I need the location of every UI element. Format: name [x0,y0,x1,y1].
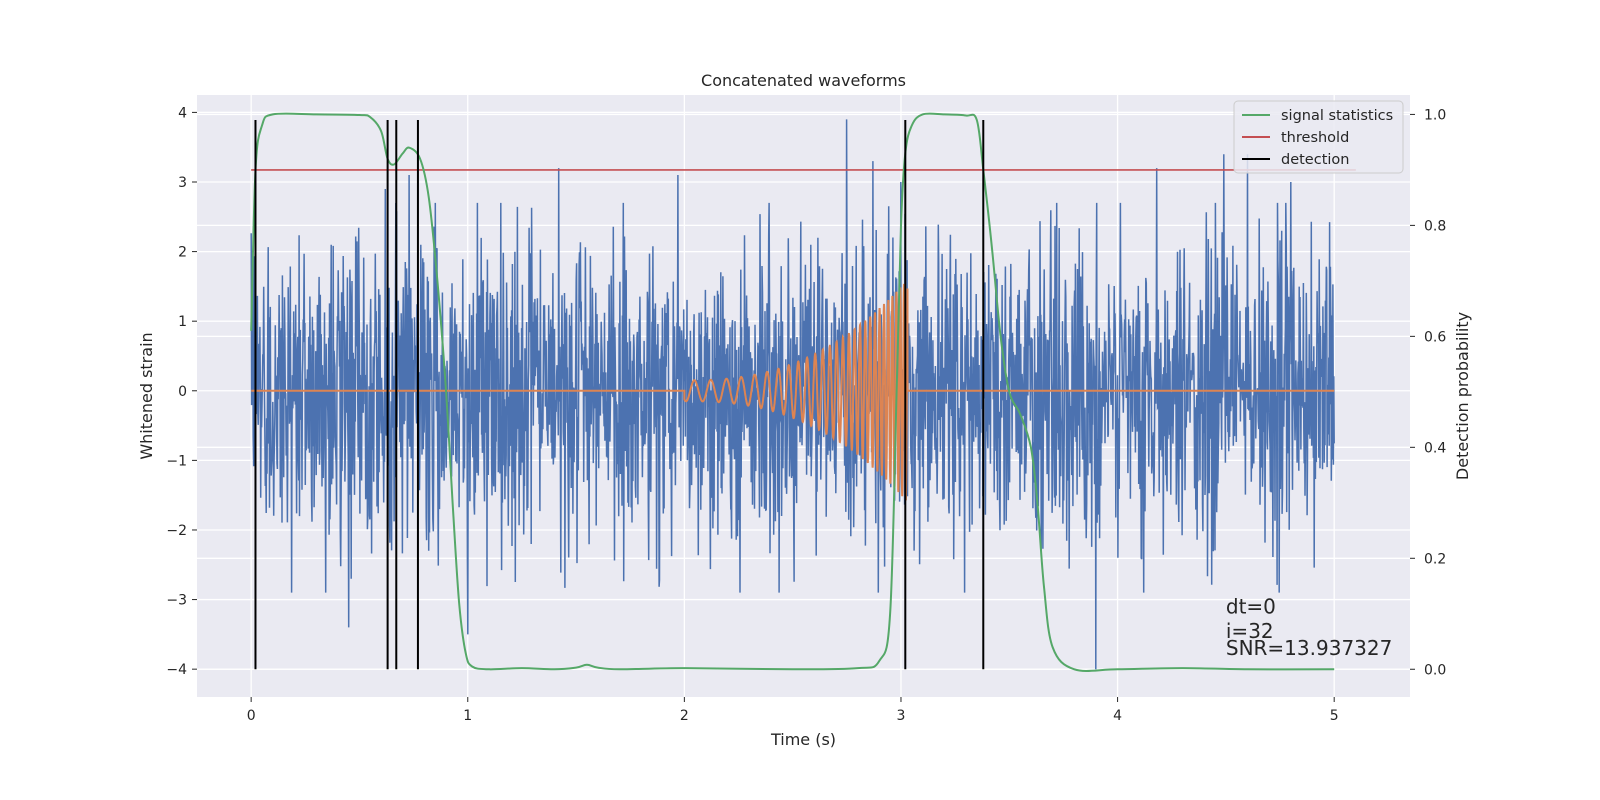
y-tick-label: 3 [178,175,187,191]
y-right-tick-label: 0.4 [1424,440,1446,456]
y-axis-right-label: Detection probability [1453,312,1472,480]
y-right-tick-label: 0.6 [1424,329,1446,345]
x-tick-label: 2 [680,708,689,724]
y-right-tick-label: 0.2 [1424,551,1446,567]
y-tick-label: −2 [166,523,187,539]
y-right-tick-label: 0.8 [1424,218,1446,234]
chart-title: Concatenated waveforms [701,71,906,90]
y-tick-label: 4 [178,105,187,121]
legend-label-threshold: threshold [1281,130,1349,146]
y-tick-label: 2 [178,245,187,261]
y-tick-label: −3 [166,593,187,609]
x-axis-label: Time (s) [770,730,836,749]
annotations: dt=0 i=32 SNR=13.937327 [1226,594,1392,660]
y-right-tick-label: 1.0 [1424,107,1446,123]
y-tick-label: 1 [178,314,187,330]
annotation-dt: dt=0 [1226,594,1276,618]
y-right-tick-label: 0.0 [1424,662,1446,678]
axis-ticks: 0 1 2 3 4 5 −4 −3 −2 −1 0 1 2 3 4 0.0 0.2 0.4 0.6 0.8 1.0 [166,105,1446,724]
strain-series-line [250,119,1335,670]
annotation-snr: SNR=13.937327 [1226,636,1392,660]
y-tick-label: 0 [178,384,187,400]
legend-label-signal-statistics: signal statistics [1281,108,1393,124]
x-tick-label: 1 [463,708,472,724]
x-tick-label: 5 [1330,708,1339,724]
annotation-i: i=32 [1226,619,1274,643]
x-tick-label: 0 [247,708,256,724]
plot-layers [250,112,1356,672]
legend: signal statistics threshold detection [1233,100,1404,174]
signal-statistics-line [250,112,1335,672]
legend-label-detection: detection [1281,152,1349,168]
y-tick-label: −1 [166,453,187,469]
y-axis-label: Whitened strain [137,332,156,459]
y-tick-label: −4 [166,662,187,678]
plot-content [250,112,1356,672]
template-series-line [251,283,1335,501]
legend-box [1233,100,1404,174]
x-tick-label: 4 [1113,708,1122,724]
x-tick-label: 3 [897,708,906,724]
